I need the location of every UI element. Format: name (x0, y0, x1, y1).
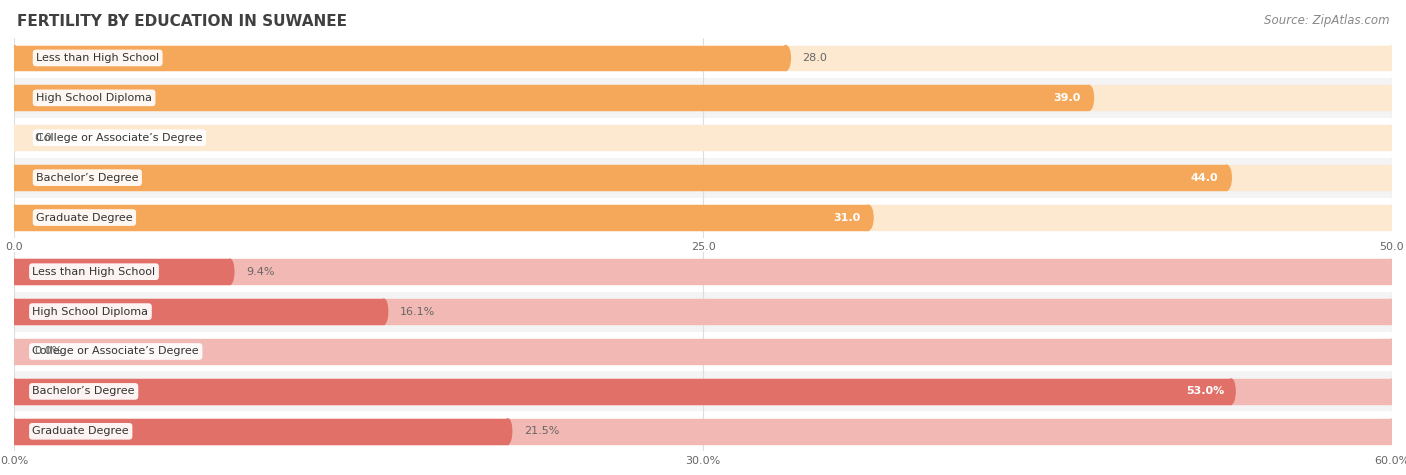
Ellipse shape (10, 165, 18, 190)
Text: 16.1%: 16.1% (401, 306, 436, 317)
Bar (14, 165, 1226, 190)
Bar (14, 299, 1392, 324)
Bar (14, 205, 1392, 230)
Text: 31.0: 31.0 (832, 212, 860, 223)
Ellipse shape (10, 46, 18, 70)
Text: 53.0%: 53.0% (1187, 386, 1225, 397)
Text: High School Diploma: High School Diploma (37, 93, 152, 103)
Ellipse shape (1388, 259, 1396, 284)
Ellipse shape (10, 205, 18, 230)
Ellipse shape (10, 86, 18, 110)
Text: High School Diploma: High School Diploma (32, 306, 149, 317)
Text: 39.0: 39.0 (1053, 93, 1081, 103)
Bar (14, 86, 1088, 110)
Bar (14, 165, 1392, 190)
Bar (14, 292, 1392, 332)
Ellipse shape (380, 299, 388, 324)
Ellipse shape (1227, 379, 1234, 404)
Text: Graduate Degree: Graduate Degree (32, 426, 129, 437)
Bar (14, 371, 1392, 411)
Text: College or Associate’s Degree: College or Associate’s Degree (32, 346, 200, 357)
Bar (14, 125, 1392, 150)
Ellipse shape (10, 259, 18, 284)
Bar (14, 205, 869, 230)
Text: Source: ZipAtlas.com: Source: ZipAtlas.com (1264, 14, 1389, 27)
Ellipse shape (1388, 46, 1396, 70)
Bar (14, 332, 1392, 371)
Ellipse shape (10, 339, 18, 364)
Text: 44.0: 44.0 (1191, 172, 1219, 183)
Ellipse shape (1084, 86, 1094, 110)
Bar (14, 38, 1392, 78)
Text: 0.0: 0.0 (35, 133, 52, 143)
Ellipse shape (1388, 165, 1396, 190)
Text: Less than High School: Less than High School (32, 266, 156, 277)
Text: Graduate Degree: Graduate Degree (37, 212, 132, 223)
Text: Bachelor’s Degree: Bachelor’s Degree (32, 386, 135, 397)
Ellipse shape (1388, 205, 1396, 230)
Bar (14, 259, 231, 284)
Ellipse shape (10, 299, 18, 324)
Bar (14, 158, 1392, 198)
Ellipse shape (863, 205, 873, 230)
Ellipse shape (1388, 419, 1396, 444)
Text: 0.0%: 0.0% (35, 346, 63, 357)
Ellipse shape (10, 259, 18, 284)
Ellipse shape (503, 419, 512, 444)
Ellipse shape (1222, 165, 1232, 190)
Ellipse shape (1388, 86, 1396, 110)
Bar (14, 118, 1392, 158)
Ellipse shape (1388, 379, 1396, 404)
Bar (14, 419, 1392, 444)
Text: FERTILITY BY EDUCATION IN SUWANEE: FERTILITY BY EDUCATION IN SUWANEE (17, 14, 347, 29)
Ellipse shape (10, 419, 18, 444)
Text: Less than High School: Less than High School (37, 53, 159, 63)
Bar (14, 379, 1392, 404)
Ellipse shape (226, 259, 233, 284)
Bar (14, 78, 1392, 118)
Text: 9.4%: 9.4% (246, 266, 276, 277)
Bar (14, 259, 1392, 284)
Bar (14, 339, 1392, 364)
Ellipse shape (10, 46, 18, 70)
Ellipse shape (10, 86, 18, 110)
Ellipse shape (10, 125, 18, 150)
Ellipse shape (10, 205, 18, 230)
Text: College or Associate’s Degree: College or Associate’s Degree (37, 133, 202, 143)
Bar (14, 198, 1392, 238)
Bar (14, 252, 1392, 292)
Bar (14, 419, 508, 444)
Bar (14, 86, 1392, 110)
Ellipse shape (1388, 339, 1396, 364)
Bar (14, 299, 384, 324)
Ellipse shape (10, 165, 18, 190)
Bar (14, 46, 786, 70)
Ellipse shape (10, 379, 18, 404)
Bar (14, 411, 1392, 451)
Ellipse shape (10, 379, 18, 404)
Text: 21.5%: 21.5% (524, 426, 560, 437)
Bar (14, 379, 1232, 404)
Ellipse shape (1388, 299, 1396, 324)
Ellipse shape (780, 46, 790, 70)
Ellipse shape (10, 419, 18, 444)
Ellipse shape (10, 299, 18, 324)
Ellipse shape (1388, 125, 1396, 150)
Bar (14, 46, 1392, 70)
Text: Bachelor’s Degree: Bachelor’s Degree (37, 172, 139, 183)
Text: 28.0: 28.0 (803, 53, 827, 63)
